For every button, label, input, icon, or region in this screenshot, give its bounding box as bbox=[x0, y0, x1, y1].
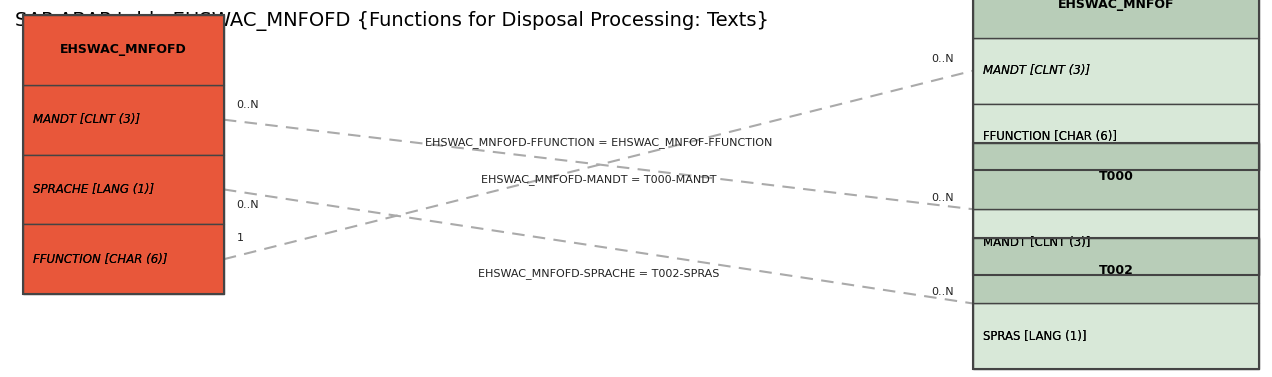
Text: SPRACHE [LANG (1)]: SPRACHE [LANG (1)] bbox=[33, 183, 154, 196]
Text: 0..N: 0..N bbox=[931, 193, 954, 203]
Text: 0..N: 0..N bbox=[237, 100, 259, 110]
Text: SPRACHE [LANG (1)]: SPRACHE [LANG (1)] bbox=[33, 183, 154, 196]
Text: MANDT [CLNT (3)]: MANDT [CLNT (3)] bbox=[33, 113, 140, 126]
Text: 1: 1 bbox=[237, 233, 244, 244]
FancyBboxPatch shape bbox=[973, 209, 1259, 275]
FancyBboxPatch shape bbox=[23, 224, 224, 294]
Text: EHSWAC_MNFOF: EHSWAC_MNFOF bbox=[1058, 0, 1174, 11]
FancyBboxPatch shape bbox=[973, 303, 1259, 369]
Text: T000: T000 bbox=[1099, 170, 1133, 183]
Text: 0..N: 0..N bbox=[931, 287, 954, 297]
Text: T002: T002 bbox=[1099, 264, 1133, 277]
Text: MANDT [CLNT (3)]: MANDT [CLNT (3)] bbox=[983, 236, 1090, 249]
Text: EHSWAC_MNFOFD-MANDT = T000-MANDT: EHSWAC_MNFOFD-MANDT = T000-MANDT bbox=[481, 174, 716, 184]
Text: EHSWAC_MNFOFD-FFUNCTION = EHSWAC_MNFOF-FFUNCTION: EHSWAC_MNFOFD-FFUNCTION = EHSWAC_MNFOF-F… bbox=[425, 137, 772, 148]
Text: EHSWAC_MNFOFD-SPRACHE = T002-SPRAS: EHSWAC_MNFOFD-SPRACHE = T002-SPRAS bbox=[478, 268, 719, 279]
Text: EHSWAC_MNFOFD: EHSWAC_MNFOFD bbox=[60, 43, 187, 57]
FancyBboxPatch shape bbox=[23, 155, 224, 224]
FancyBboxPatch shape bbox=[23, 15, 224, 85]
FancyBboxPatch shape bbox=[23, 85, 224, 155]
Text: 0..N: 0..N bbox=[931, 54, 954, 64]
Text: FFUNCTION [CHAR (6)]: FFUNCTION [CHAR (6)] bbox=[33, 253, 168, 266]
Text: FFUNCTION [CHAR (6)]: FFUNCTION [CHAR (6)] bbox=[983, 130, 1117, 143]
Text: MANDT [CLNT (3)]: MANDT [CLNT (3)] bbox=[33, 113, 140, 126]
Text: MANDT [CLNT (3)]: MANDT [CLNT (3)] bbox=[983, 64, 1090, 77]
Text: 0..N: 0..N bbox=[237, 199, 259, 210]
FancyBboxPatch shape bbox=[973, 0, 1259, 38]
FancyBboxPatch shape bbox=[973, 238, 1259, 303]
FancyBboxPatch shape bbox=[973, 104, 1259, 170]
Text: MANDT [CLNT (3)]: MANDT [CLNT (3)] bbox=[983, 64, 1090, 77]
Text: SPRAS [LANG (1)]: SPRAS [LANG (1)] bbox=[983, 330, 1086, 343]
Text: SPRAS [LANG (1)]: SPRAS [LANG (1)] bbox=[983, 330, 1086, 343]
Text: FFUNCTION [CHAR (6)]: FFUNCTION [CHAR (6)] bbox=[33, 253, 168, 266]
FancyBboxPatch shape bbox=[973, 38, 1259, 104]
Text: FFUNCTION [CHAR (6)]: FFUNCTION [CHAR (6)] bbox=[983, 130, 1117, 143]
FancyBboxPatch shape bbox=[973, 143, 1259, 209]
Text: MANDT [CLNT (3)]: MANDT [CLNT (3)] bbox=[983, 236, 1090, 249]
Text: SAP ABAP table EHSWAC_MNFOFD {Functions for Disposal Processing: Texts}: SAP ABAP table EHSWAC_MNFOFD {Functions … bbox=[15, 11, 770, 31]
